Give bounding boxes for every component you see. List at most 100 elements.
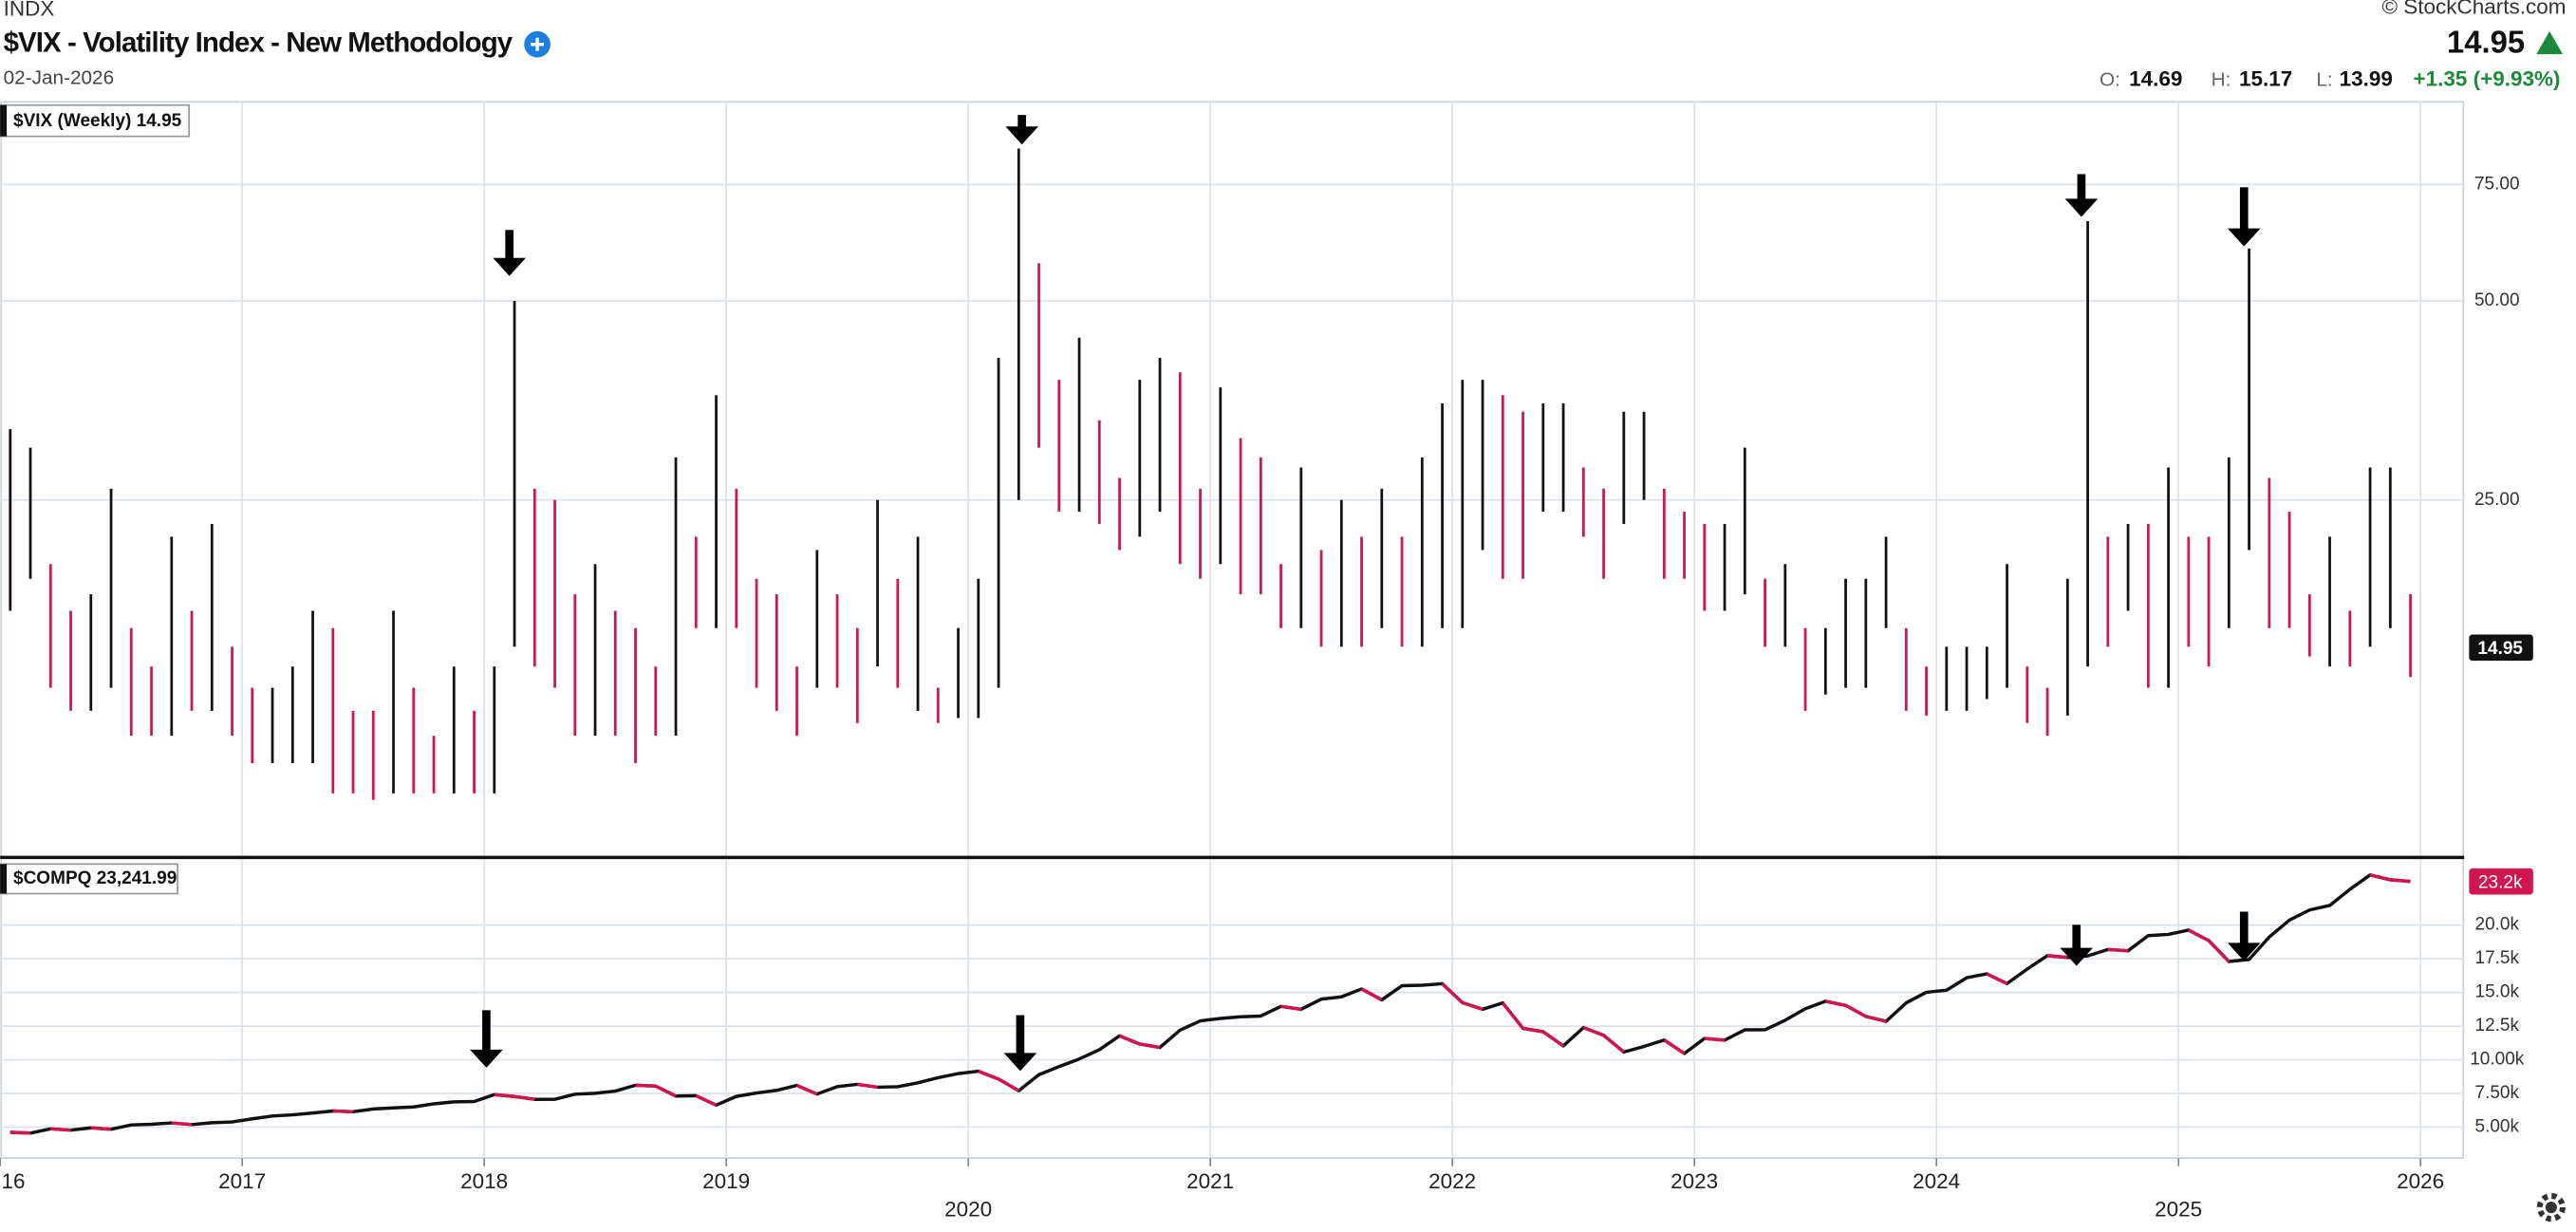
legend-box [0,863,178,895]
x-tick-label: 2021 [1186,1169,1234,1193]
down-segment [9,1130,31,1135]
annotation-arrow-head [493,257,526,276]
gear-hub [2545,1201,2557,1214]
down-segment [857,1082,878,1090]
annotation-arrow [2239,187,2249,231]
x-tick-label: 2019 [702,1169,750,1193]
up-icon [2536,30,2563,55]
down-segment [2046,954,2068,960]
legend-key [0,104,8,137]
gear [2536,1192,2567,1223]
y-tick-label: 5.00k [2475,1117,2520,1137]
x-tick-label: 2024 [1913,1169,1960,1193]
x-tick-label: 2025 [2155,1197,2202,1221]
x-tick-label: 16 [1,1169,25,1193]
down-segment [1865,1015,1887,1023]
annotation-arrow [1016,1015,1025,1055]
down-segment [1824,999,1846,1007]
legend-label: $COMPQ 23,241.99 [13,868,177,888]
annotation-arrow [505,230,513,260]
date: 02-Jan-2026 [4,67,115,89]
annotation-arrow [2077,174,2086,201]
annotation-arrow-head [2227,228,2261,247]
legend-label: $VIX (Weekly) 14.95 [13,111,182,131]
down-segment [635,1083,656,1088]
down-segment [1139,1042,1161,1050]
down-segment [1360,987,1383,1001]
y-tick-label: 10.00k [2470,1050,2525,1070]
down-segment [90,1126,112,1131]
last-value-label: 23.2k [2478,872,2523,892]
last-value-label: 14.95 [2477,639,2523,659]
down-segment [494,1092,515,1098]
x-tick-label: 2023 [1671,1169,1718,1193]
annotation-arrow-head [1003,1053,1037,1072]
down-segment [2188,928,2210,943]
last-price: 14.95 [2447,24,2525,59]
y-tick-label: 75.00 [2474,174,2520,194]
annotation-arrow [1017,115,1026,128]
y-tick-label: 25.00 [2474,490,2520,510]
open: 14.69 [2129,67,2182,91]
legend-box [0,103,191,138]
grid: 25.00 50.00 75.00 5.00k 7.50k 10.00k 12.5k 15.0… [0,102,2525,1167]
legend-key [0,864,8,894]
annotation-arrow-head [2064,198,2099,217]
exchange: INDX [4,0,55,20]
down-segment [1280,1004,1302,1012]
annotation-arrow [2239,911,2249,945]
annotation-arrow [2072,924,2081,950]
y-tick-label: 50.00 [2474,290,2520,310]
down-segment [998,1077,1020,1092]
x-tick-label: 2026 [2397,1169,2444,1193]
annotation-arrow-head [470,1049,503,1068]
down-segment [1704,1036,1726,1042]
chart-title: $VIX - Volatility Index - New Methodolog… [4,27,513,58]
x-tick-label: 2017 [218,1169,266,1193]
last-value-tag [2469,868,2533,895]
down-segment [978,1069,999,1081]
down-segment [1986,972,2008,985]
last-value-tag [2469,634,2533,662]
annotation-arrow-head [1005,126,1038,145]
y-tick-label: 7.50k [2475,1083,2520,1103]
down-segment [1602,1034,1625,1054]
x-tick-label: 2022 [1428,1169,1476,1193]
down-segment [655,1084,677,1098]
down-segment [171,1121,193,1127]
down-segment [695,1093,718,1107]
y-tick-label: 15.0k [2475,982,2520,1002]
down-segment [1663,1038,1686,1055]
low: 13.99 [2340,67,2393,91]
change: +1.35 (+9.93%) [2414,67,2561,91]
marks: 14.95 23.2k [9,148,2533,1135]
down-segment [1541,1030,1565,1048]
price-line [9,873,2411,1135]
settings-icon[interactable] [2536,1192,2567,1223]
down-segment [2369,873,2391,882]
down-segment [1118,1034,1141,1046]
annotation-arrow [482,1010,491,1052]
annotation-arrow-head [2060,947,2094,966]
low-label: L: [2316,68,2332,90]
annotation-arrow-head [2227,943,2261,961]
add-icon [531,37,545,51]
y-tick-label: 17.5k [2475,948,2520,968]
high: 15.17 [2239,67,2292,91]
y-tick-label: 20.0k [2475,915,2520,935]
y-tick-label: 12.5k [2475,1016,2520,1036]
x-tick-label: 2018 [460,1169,508,1193]
down-segment [1844,1003,1867,1018]
down-segment [795,1083,818,1096]
x-tick-label: 2020 [944,1197,992,1221]
down-segment [1522,1026,1544,1034]
copyright: © StockCharts.com [2381,0,2566,19]
down-segment [2107,947,2129,953]
down-segment [1441,982,1464,1004]
down-segment [2207,939,2231,963]
open-label: O: [2100,68,2120,90]
down-segment [513,1094,535,1101]
down-segment [1582,1026,1605,1037]
